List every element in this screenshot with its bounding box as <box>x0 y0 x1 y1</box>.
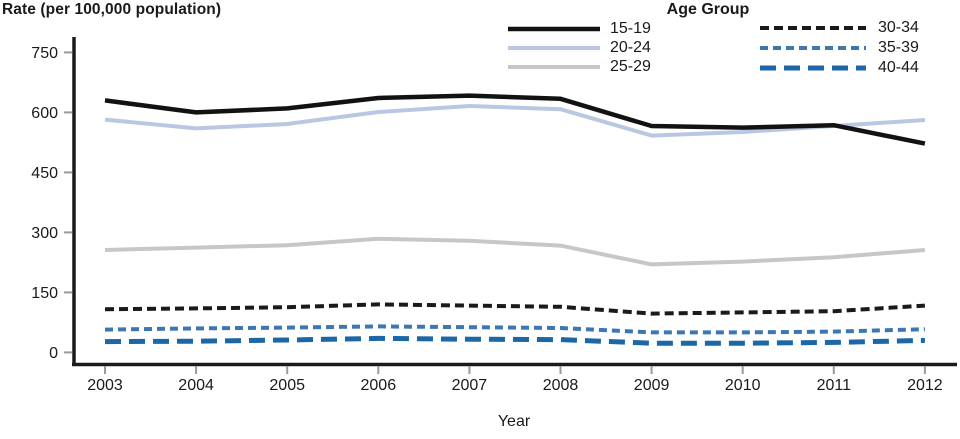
legend-label: 25-29 <box>610 58 651 75</box>
y-axis-title: Rate (per 100,000 population) <box>2 1 222 18</box>
svg-text:2012: 2012 <box>907 377 943 394</box>
series-line-30-34 <box>104 302 926 316</box>
legend-line-swatch <box>760 46 866 50</box>
legend-label: 35-39 <box>878 39 919 56</box>
svg-text:2006: 2006 <box>361 377 397 394</box>
x-axis-title: Year <box>497 413 531 430</box>
legend-item-25-29: 25-29 <box>508 58 651 75</box>
legend-item-35-39: 35-39 <box>760 39 919 56</box>
series-line-40-44 <box>104 335 925 346</box>
svg-text:2011: 2011 <box>817 377 852 394</box>
svg-text:2005: 2005 <box>269 377 305 394</box>
legend-line-swatch <box>508 46 600 50</box>
svg-text:2009: 2009 <box>634 377 670 394</box>
legend-item-15-19: 15-19 <box>508 20 651 37</box>
legend-line-swatch <box>508 65 600 69</box>
svg-text:2003: 2003 <box>87 377 123 394</box>
svg-text:2004: 2004 <box>178 377 214 394</box>
legend-item-20-24: 20-24 <box>508 39 651 56</box>
legend-line-swatch <box>760 65 866 71</box>
svg-text:2008: 2008 <box>543 377 579 394</box>
svg-text:450: 450 <box>31 165 58 182</box>
legend-title: Age Group <box>666 1 750 18</box>
legend-item-30-34: 30-34 <box>760 19 919 36</box>
legend-label: 15-19 <box>610 20 651 37</box>
legend-label: 30-34 <box>878 19 919 36</box>
svg-text:0: 0 <box>49 345 58 362</box>
series-line-35-39 <box>104 324 925 335</box>
svg-text:2010: 2010 <box>725 377 761 394</box>
svg-text:2007: 2007 <box>452 377 488 394</box>
svg-text:300: 300 <box>31 225 58 242</box>
legend-item-40-44: 40-44 <box>760 59 919 76</box>
legend: Age Group 15-19 20-24 25-29 30-34 35-39 … <box>0 0 960 80</box>
svg-text:750: 750 <box>31 45 58 62</box>
series-line-15-19 <box>104 93 926 146</box>
legend-label: 40-44 <box>878 59 919 76</box>
legend-label: 20-24 <box>610 39 651 56</box>
svg-text:600: 600 <box>31 105 58 122</box>
series-line-25-29 <box>104 236 926 267</box>
legend-line-swatch <box>508 26 600 32</box>
series-line-20-24 <box>104 104 926 138</box>
legend-line-swatch <box>760 26 866 30</box>
svg-text:150: 150 <box>31 285 58 302</box>
